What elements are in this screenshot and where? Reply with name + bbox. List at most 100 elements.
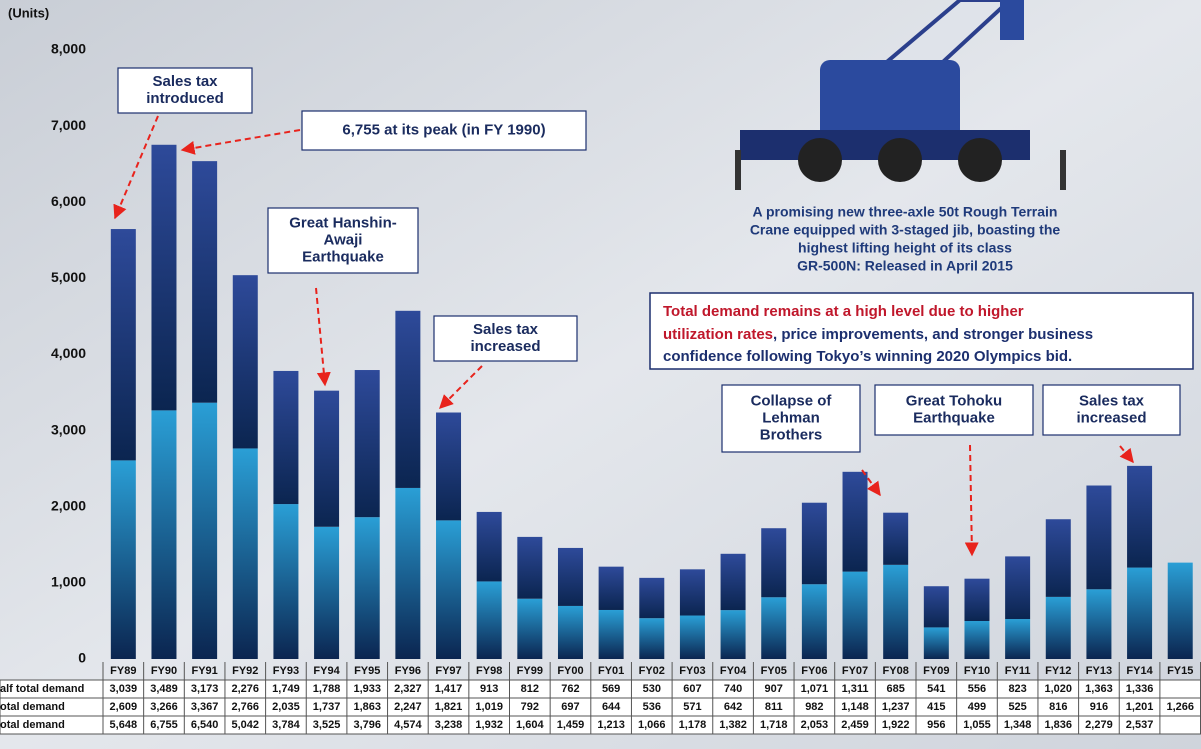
bar-segment <box>1167 562 1193 659</box>
y-tick-label: 4,000 <box>51 345 86 361</box>
x-tick-label: FY13 <box>1086 665 1112 677</box>
x-tick-label: FY95 <box>354 665 380 677</box>
x-tick-label: FY96 <box>395 665 421 677</box>
caption: A promising new three-axle 50t Rough Ter… <box>750 204 1061 274</box>
table-cell: 6,540 <box>191 719 219 731</box>
table-cell: 4,574 <box>394 719 422 731</box>
bar-segment <box>354 517 380 659</box>
annotation-text: Collapse of <box>751 392 833 409</box>
annotation-arrow <box>1119 445 1134 464</box>
y-tick-label: 7,000 <box>51 117 86 133</box>
table-cell: 1,821 <box>435 701 463 713</box>
row-label: otal demand <box>0 719 65 731</box>
x-tick-label: FY12 <box>1045 665 1071 677</box>
table-cell: 1,237 <box>882 701 910 713</box>
table-bg <box>0 679 1201 735</box>
y-tick-label: 3,000 <box>51 421 86 437</box>
annotation-text: Lehman <box>762 409 820 426</box>
table-cell: 1,019 <box>475 701 503 713</box>
y-tick-label: 8,000 <box>51 41 86 57</box>
bar-segment <box>720 553 746 611</box>
annotation-text: Great Hanshin- <box>289 214 397 231</box>
x-tick-label: FY02 <box>639 665 665 677</box>
annotation-arrow <box>315 287 331 387</box>
table-cell: 1,148 <box>841 701 869 713</box>
table-cell: 1,020 <box>1045 683 1073 695</box>
caption-line: A promising new three-axle 50t Rough Ter… <box>753 204 1058 220</box>
table-cell: 697 <box>561 701 579 713</box>
bar-segment <box>232 275 258 449</box>
row-label: alf total demand <box>0 683 84 695</box>
bar-segment <box>476 511 502 582</box>
x-tick-label: FY06 <box>801 665 827 677</box>
table-cell: 2,609 <box>110 701 138 713</box>
bar-segment <box>232 448 258 659</box>
bar-segment <box>883 564 909 659</box>
table-cell: 1,933 <box>353 683 381 695</box>
x-tick-label: FY93 <box>273 665 299 677</box>
table-cell: 3,238 <box>435 719 463 731</box>
table-cell: 1,266 <box>1166 701 1194 713</box>
annotation-text: Awaji <box>324 231 363 248</box>
bar-segment <box>395 310 421 488</box>
table-cell: 982 <box>805 701 823 713</box>
bar-segment <box>842 471 868 572</box>
table-cell: 1,737 <box>313 701 341 713</box>
table-cell: 1,718 <box>760 719 788 731</box>
bar-segment <box>1127 465 1153 568</box>
annotation-text: Sales tax <box>473 321 539 338</box>
annotation-text: Great Tohoku <box>906 392 1002 409</box>
table-cell: 5,042 <box>232 719 260 731</box>
table-cell: 1,749 <box>272 683 300 695</box>
table-cell: 956 <box>927 719 945 731</box>
table-cell: 916 <box>1090 701 1108 713</box>
annotation-box <box>433 315 578 362</box>
crane-illustration <box>735 0 1066 190</box>
x-tick-label: FY91 <box>191 665 217 677</box>
bar-segment <box>110 460 136 659</box>
callout-text: utilization rates <box>663 326 773 343</box>
table-cell: 2,537 <box>1126 719 1154 731</box>
bar-segment <box>923 627 949 659</box>
bar-segment <box>761 528 787 598</box>
x-tick-label: FY98 <box>476 665 502 677</box>
table-cell: 907 <box>765 683 783 695</box>
bar-segment <box>476 581 502 659</box>
table-cell: 642 <box>724 701 742 713</box>
y-tick-label: 0 <box>78 650 86 666</box>
table-cell: 1,055 <box>963 719 991 731</box>
table-cell: 762 <box>561 683 579 695</box>
table-cell: 2,247 <box>394 701 422 713</box>
x-tick-label: FY92 <box>232 665 258 677</box>
table-cell: 1,213 <box>597 719 625 731</box>
table-cell: 530 <box>643 683 661 695</box>
callout-box <box>649 292 1194 370</box>
x-tick-label: FY04 <box>720 665 747 677</box>
table-cell: 2,053 <box>801 719 829 731</box>
bar-segment <box>883 512 909 565</box>
bar-segment <box>1005 556 1031 620</box>
x-tick-label: FY03 <box>679 665 705 677</box>
bar-segment <box>517 598 543 659</box>
table-cell: 1,836 <box>1045 719 1073 731</box>
table-cell: 1,066 <box>638 719 666 731</box>
y-tick-label: 5,000 <box>51 269 86 285</box>
x-tick-label: FY15 <box>1167 665 1193 677</box>
table-cell: 1,178 <box>679 719 707 731</box>
bar-segment <box>314 526 340 659</box>
annotation-box <box>301 110 587 151</box>
bar-segment <box>964 621 990 659</box>
annotation-arrow <box>964 444 979 557</box>
table-cell: 1,604 <box>516 719 544 731</box>
table-cell: 2,276 <box>232 683 260 695</box>
table-cell: 1,363 <box>1085 683 1113 695</box>
bar-segment <box>801 502 827 585</box>
table-cell: 556 <box>968 683 986 695</box>
x-tick-label: FY01 <box>598 665 624 677</box>
callout-text: utilization rates, price improvements, a… <box>663 326 1093 343</box>
table-cell: 3,173 <box>191 683 219 695</box>
bar-segment <box>720 610 746 659</box>
annotation-box <box>117 67 253 114</box>
bar-segment <box>679 615 705 659</box>
x-tick-label: FY00 <box>557 665 583 677</box>
